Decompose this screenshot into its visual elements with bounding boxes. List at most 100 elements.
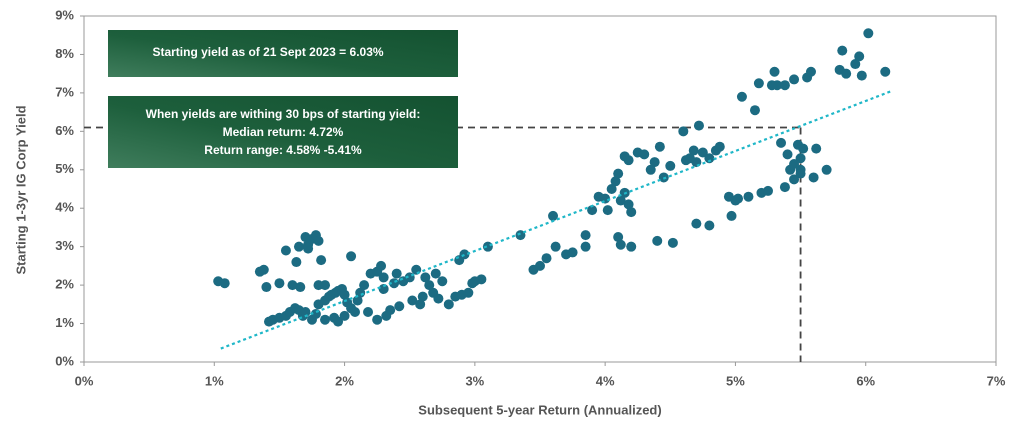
point: [313, 280, 324, 291]
point: [580, 241, 591, 252]
x-tick-label: 6%: [856, 373, 875, 388]
point: [691, 218, 702, 229]
point: [693, 120, 704, 131]
point: [476, 274, 487, 285]
point: [602, 205, 613, 216]
point: [821, 164, 832, 175]
point: [733, 193, 744, 204]
y-tick-label: 9%: [55, 7, 74, 22]
annotation-box: [108, 30, 458, 77]
point: [795, 168, 806, 179]
annotation: Starting yield as of 21 Sept 2023 = 6.03…: [152, 45, 383, 59]
y-tick-label: 4%: [55, 200, 74, 215]
point: [359, 280, 370, 291]
point: [749, 105, 760, 116]
point: [776, 137, 787, 148]
point: [626, 207, 637, 218]
point: [626, 241, 637, 252]
point: [736, 91, 747, 102]
y-tick-label: 6%: [55, 123, 74, 138]
point: [645, 164, 656, 175]
point: [606, 184, 617, 194]
annotation: When yields are withing 30 bps of starti…: [146, 107, 421, 121]
point: [274, 278, 285, 289]
point: [798, 143, 809, 154]
point: [795, 153, 806, 164]
point: [763, 185, 773, 196]
point: [623, 199, 634, 210]
point: [779, 80, 790, 91]
point: [665, 160, 676, 171]
point: [772, 80, 783, 91]
point: [880, 66, 891, 77]
point: [280, 245, 291, 256]
point: [391, 268, 402, 279]
point: [704, 153, 715, 164]
point: [649, 157, 660, 168]
point: [688, 145, 699, 156]
y-tick-label: 2%: [55, 277, 74, 292]
point: [535, 260, 545, 271]
point: [420, 272, 431, 283]
point: [320, 314, 331, 325]
point: [430, 268, 441, 279]
point: [415, 299, 426, 310]
point: [541, 253, 552, 264]
point: [550, 241, 561, 252]
x-tick-label: 3%: [465, 373, 484, 388]
point: [805, 66, 816, 77]
point: [789, 174, 800, 185]
point: [407, 295, 418, 306]
point: [352, 295, 363, 306]
point: [293, 241, 304, 252]
point: [378, 272, 389, 283]
point: [316, 255, 327, 266]
point: [639, 149, 650, 160]
point: [580, 230, 591, 241]
point: [372, 314, 383, 325]
point: [753, 78, 764, 89]
point: [424, 280, 435, 291]
y-tick-label: 3%: [55, 238, 74, 253]
point: [291, 257, 302, 268]
point: [789, 159, 800, 170]
point: [610, 176, 621, 187]
point: [459, 249, 470, 260]
point: [313, 235, 324, 246]
point: [697, 147, 708, 158]
point: [769, 66, 780, 77]
point: [808, 172, 819, 183]
x-tick-label: 4%: [596, 373, 615, 388]
y-tick-label: 0%: [55, 353, 74, 368]
y-tick-label: 1%: [55, 315, 74, 330]
point: [346, 251, 357, 262]
point: [837, 45, 848, 56]
y-tick-label: 5%: [55, 161, 74, 176]
point: [443, 299, 454, 310]
point: [726, 210, 737, 221]
annotation: Return range: 4.58% -5.41%: [204, 143, 362, 157]
point: [623, 155, 634, 166]
point: [376, 260, 387, 271]
point: [385, 305, 396, 316]
point: [463, 287, 474, 298]
point: [615, 239, 626, 250]
point: [261, 282, 272, 293]
point: [303, 243, 314, 254]
y-axis-label: Starting 1-3yr IG Corp Yield: [13, 105, 28, 274]
plot-frame: [83, 15, 997, 363]
x-tick-label: 5%: [726, 373, 745, 388]
point: [782, 149, 793, 160]
point: [615, 195, 626, 206]
point: [258, 264, 269, 275]
point: [856, 70, 867, 81]
point: [613, 232, 624, 243]
point: [678, 126, 689, 137]
annotation: Median return: 4.72%: [223, 125, 344, 139]
point: [363, 307, 374, 318]
point: [300, 307, 311, 318]
point: [743, 191, 754, 202]
point: [394, 301, 405, 312]
point: [704, 220, 715, 231]
